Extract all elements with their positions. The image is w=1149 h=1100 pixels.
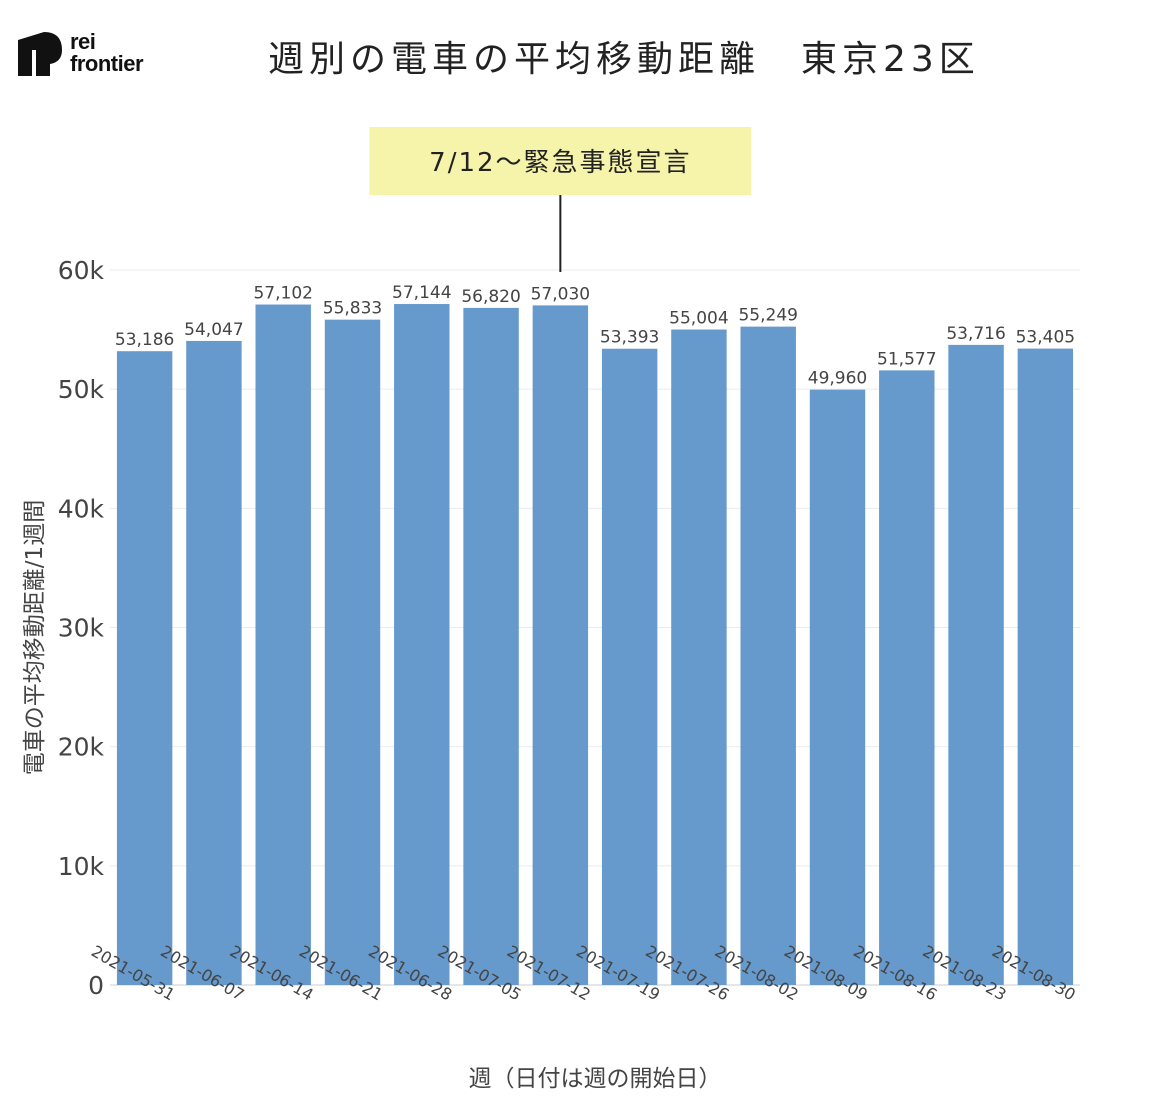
bar-value-label: 53,393	[600, 328, 659, 348]
logo-text-line2: frontier	[70, 51, 144, 76]
bar-value-label: 55,249	[738, 306, 797, 326]
bar	[116, 351, 173, 985]
bar-value-label: 53,405	[1016, 328, 1075, 348]
annotation: 7/12〜緊急事態宣言	[369, 127, 752, 272]
y-tick-label: 20k	[58, 733, 105, 762]
bar	[740, 326, 796, 985]
chart-title: 週別の電車の平均移動距離 東京23区	[268, 39, 980, 80]
y-tick-label: 50k	[58, 375, 105, 404]
bar	[879, 370, 935, 985]
y-axis-ticks: 0 10k 20k 30k 40k 50k 60k	[58, 256, 105, 1000]
bar	[463, 307, 519, 985]
bar	[948, 344, 1004, 985]
y-tick-label: 0	[88, 971, 104, 1000]
bar	[394, 304, 450, 985]
bar	[671, 329, 727, 986]
bar	[1017, 348, 1074, 985]
bar	[532, 305, 589, 986]
bar-value-label: 56,820	[461, 287, 520, 307]
bar-value-label: 54,047	[184, 320, 243, 340]
y-axis-title: 電車の平均移動距離/1週間	[22, 500, 48, 775]
y-tick-label: 60k	[58, 256, 105, 285]
bar-value-label: 53,186	[115, 330, 174, 350]
bar-value-label: 49,960	[808, 369, 867, 389]
annotation-text: 7/12〜緊急事態宣言	[429, 148, 691, 178]
bar-value-label: 51,577	[877, 349, 936, 369]
bar	[601, 348, 658, 986]
bar	[324, 319, 381, 985]
bar-value-label: 55,004	[669, 309, 728, 329]
annotation-box	[369, 127, 752, 195]
bar-value-label: 57,102	[253, 284, 312, 304]
value-labels: 53,186 54,047 57,102 55,833 57,144 56,820 57,0…	[115, 283, 1075, 389]
bar	[255, 304, 311, 985]
bars	[116, 304, 1074, 986]
y-tick-label: 40k	[58, 494, 105, 523]
logo-mark-icon	[18, 32, 62, 76]
bar-value-label: 53,716	[946, 324, 1005, 344]
bar-value-label: 55,833	[323, 299, 382, 319]
x-axis-title: 週（日付は週の開始日）	[469, 1066, 722, 1092]
logo-text-line1: rei	[70, 29, 96, 54]
logo: rei frontier	[18, 28, 178, 78]
bar	[186, 340, 242, 985]
y-tick-label: 30k	[58, 614, 105, 643]
bar-value-label: 57,144	[392, 283, 451, 303]
bar-value-label: 57,030	[531, 284, 590, 304]
y-tick-label: 10k	[58, 852, 105, 881]
bar	[809, 389, 866, 986]
